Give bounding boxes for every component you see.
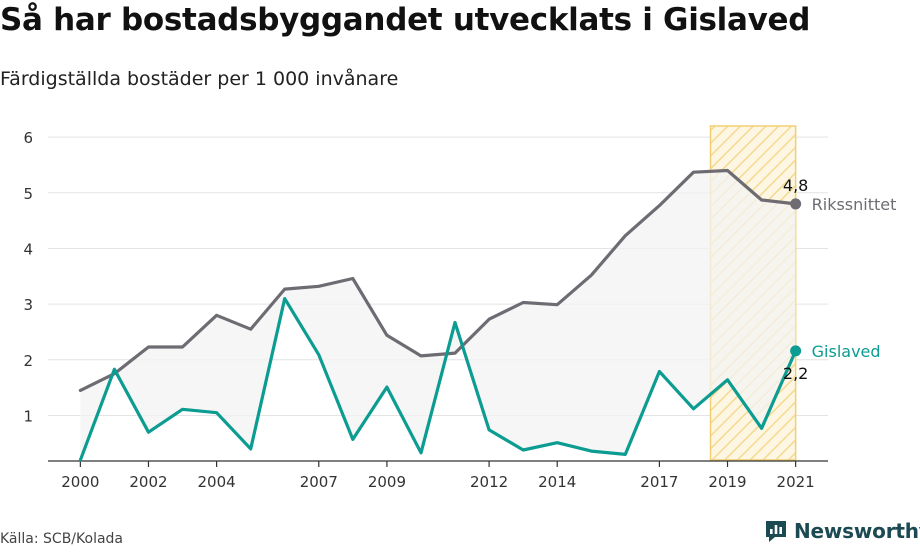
newsworthy-icon	[766, 521, 786, 542]
series-name-label: Gislaved	[812, 342, 881, 361]
x-tick-label: 2017	[640, 473, 678, 491]
x-tick-label: 2014	[538, 473, 576, 491]
chart-title: Så har bostadsbyggandet utvecklats i Gis…	[0, 2, 811, 38]
chart-subtitle: Färdigställda bostäder per 1 000 invånar…	[0, 68, 399, 90]
x-tick-label: 2002	[129, 473, 167, 491]
x-tick-label: 2012	[470, 473, 508, 491]
series-endpoint-gislaved	[790, 345, 802, 357]
x-tick-label: 2021	[777, 473, 815, 491]
y-tick-label: 5	[23, 185, 33, 203]
series-end-value-label: 4,8	[783, 176, 808, 195]
gap-area	[80, 170, 796, 460]
series-line-gislaved	[78, 297, 798, 462]
series-end-value-label: 2,2	[783, 364, 808, 383]
series-endpoint-riket	[790, 198, 802, 210]
series-line-riket	[78, 168, 798, 392]
x-tick-label: 2009	[368, 473, 406, 491]
x-tick-label: 2019	[708, 473, 746, 491]
x-tick-label: 2000	[61, 473, 99, 491]
x-tick-label: 2004	[198, 473, 236, 491]
y-tick-label: 2	[23, 352, 33, 370]
source-note: Källa: SCB/Kolada	[0, 531, 124, 547]
y-tick-label: 4	[23, 240, 33, 258]
y-tick-label: 6	[23, 129, 33, 147]
brand-name: Newsworthy	[794, 519, 920, 543]
series-name-label: Rikssnittet	[812, 195, 897, 214]
y-tick-label: 1	[23, 407, 33, 425]
brand-logo: Newsworthy	[764, 519, 920, 543]
y-tick-label: 3	[23, 296, 33, 314]
x-tick-label: 2007	[300, 473, 338, 491]
